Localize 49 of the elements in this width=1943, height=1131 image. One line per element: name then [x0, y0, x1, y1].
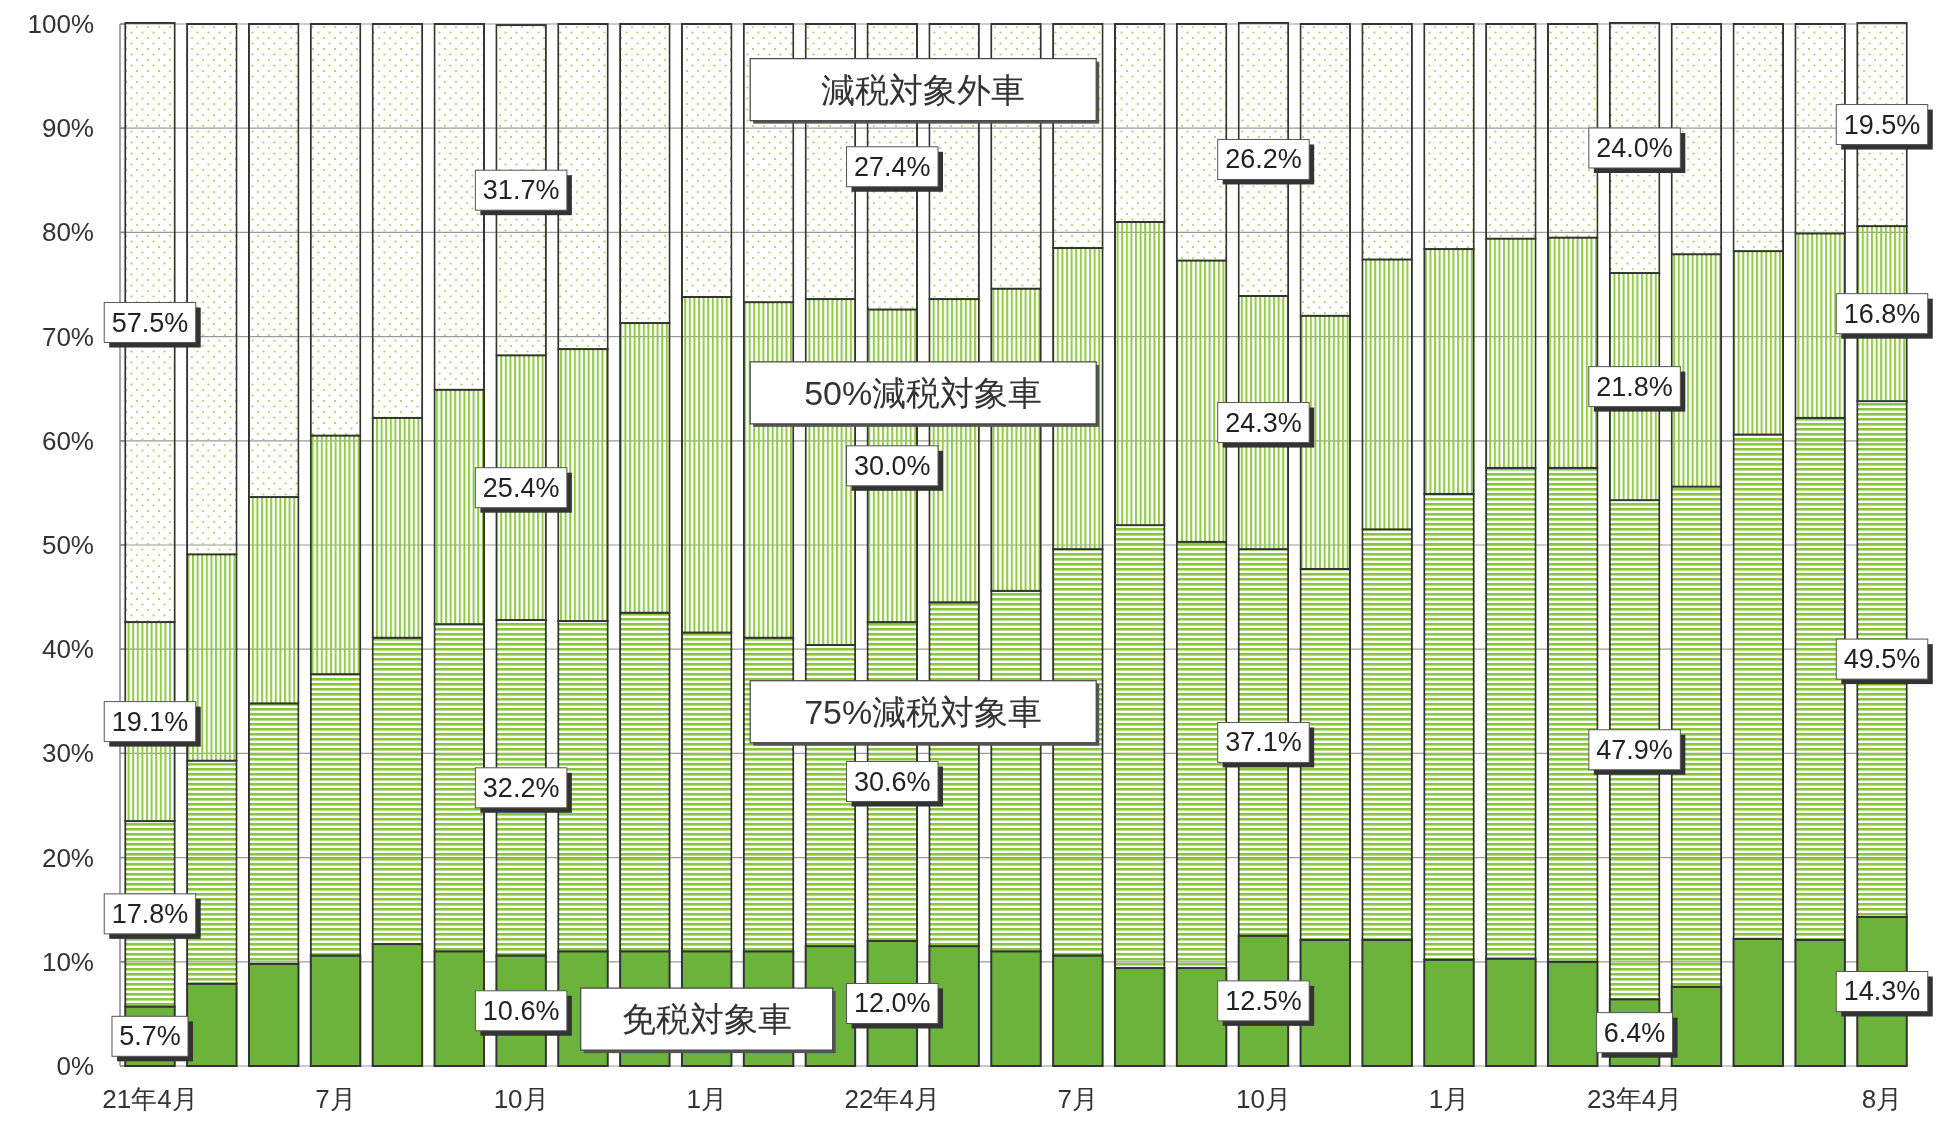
data-label: 25.4% [482, 472, 560, 503]
x-tick-label: 22年4月 [844, 1084, 940, 1114]
x-tick-label: 21年4月 [102, 1084, 198, 1114]
data-label: 57.5% [111, 307, 189, 338]
data-label: 21.8% [1596, 371, 1673, 402]
y-tick-label: 10% [41, 946, 94, 977]
data-label: 12.0% [854, 988, 931, 1019]
y-tick-label: 70% [41, 321, 94, 352]
series-label: 減税対象外車 [821, 70, 1026, 109]
data-label: 37.1% [1225, 727, 1302, 758]
data-label: 6.4% [1603, 1017, 1666, 1048]
x-tick-label: 1月 [686, 1084, 727, 1114]
y-tick-label: 50% [41, 530, 94, 560]
x-tick-label: 10月 [493, 1084, 549, 1114]
data-label: 47.9% [1596, 734, 1673, 765]
data-label: 30.6% [854, 766, 931, 797]
data-label: 10.6% [482, 995, 560, 1026]
data-label: 26.2% [1225, 144, 1302, 175]
y-tick-label: 80% [41, 217, 94, 248]
x-tick-label: 1月 [1428, 1084, 1470, 1114]
x-tick-label: 10月 [1235, 1084, 1291, 1114]
x-tick-label: 7月 [315, 1084, 356, 1114]
x-tick-label: 7月 [1057, 1084, 1099, 1114]
data-label: 16.8% [1843, 298, 1921, 329]
series-label: 免税対象車 [621, 1000, 792, 1039]
y-tick-label: 30% [41, 738, 94, 769]
y-tick-label: 40% [41, 634, 94, 665]
data-label: 24.3% [1225, 407, 1302, 438]
data-label: 5.7% [119, 1021, 181, 1052]
data-label: 12.5% [1225, 985, 1302, 1016]
x-tick-label: 8月 [1861, 1084, 1903, 1114]
data-label: 19.1% [111, 706, 189, 737]
y-tick-label: 20% [41, 842, 94, 873]
series-label: 75%減税対象車 [804, 692, 1043, 731]
data-label: 49.5% [1843, 644, 1921, 675]
data-label: 27.4% [854, 151, 931, 182]
data-label: 24.0% [1596, 133, 1673, 163]
y-tick-label: 60% [41, 425, 94, 456]
data-label: 14.3% [1843, 976, 1921, 1007]
y-tick-label: 90% [41, 113, 94, 144]
y-tick-label: 100% [27, 9, 94, 39]
data-label: 31.7% [482, 175, 560, 206]
series-label: 50%減税対象車 [804, 373, 1043, 412]
data-label: 19.5% [1843, 109, 1921, 140]
x-tick-label: 23年4月 [1586, 1084, 1683, 1114]
data-label: 32.2% [482, 772, 560, 803]
data-label: 17.8% [111, 898, 189, 929]
y-tick-label: 0% [56, 1051, 94, 1081]
data-label: 30.0% [854, 450, 931, 481]
